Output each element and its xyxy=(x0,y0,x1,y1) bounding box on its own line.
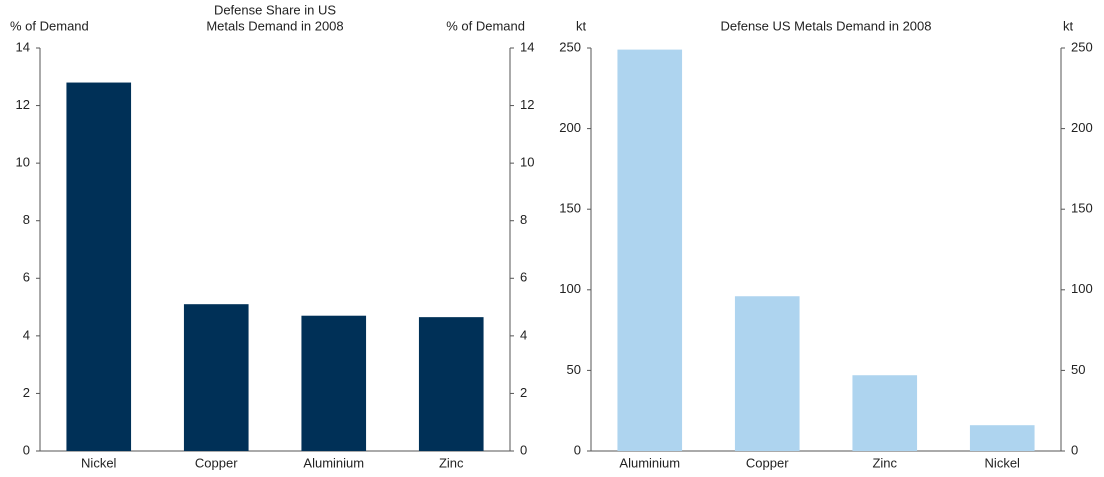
bar xyxy=(852,375,918,451)
x-tick-label: Aluminium xyxy=(619,455,680,470)
y-tick-label: 14 xyxy=(16,39,30,54)
y-tick-label: 0 xyxy=(23,442,30,457)
bar xyxy=(617,49,683,451)
bar xyxy=(66,82,132,452)
y-tick-label: 10 xyxy=(16,155,30,170)
y-tick-label: 12 xyxy=(16,97,30,112)
y2-axis-label: % of Demand xyxy=(446,18,525,33)
bar xyxy=(183,304,249,451)
bar xyxy=(301,315,367,451)
chart-title: Defense Share in US xyxy=(214,2,336,17)
y2-tick-label: 2 xyxy=(520,385,527,400)
y2-tick-label: 12 xyxy=(520,97,534,112)
chart-title: Defense US Metals Demand in 2008 xyxy=(720,18,931,33)
bar xyxy=(734,296,800,451)
y-tick-label: 2 xyxy=(23,385,30,400)
x-tick-label: Copper xyxy=(195,455,238,470)
y2-tick-label: 200 xyxy=(1071,120,1093,135)
y2-tick-label: 10 xyxy=(520,155,534,170)
x-tick-label: Zinc xyxy=(439,455,464,470)
y2-tick-label: 0 xyxy=(1071,442,1078,457)
y2-tick-label: 150 xyxy=(1071,201,1093,216)
y2-tick-label: 14 xyxy=(520,39,534,54)
bar xyxy=(418,317,484,451)
y-axis-label: % of Demand xyxy=(10,18,89,33)
y-tick-label: 4 xyxy=(23,327,30,342)
y2-tick-label: 4 xyxy=(520,327,527,342)
y2-tick-label: 100 xyxy=(1071,281,1093,296)
y-tick-label: 0 xyxy=(574,442,581,457)
x-tick-label: Nickel xyxy=(985,455,1021,470)
y-tick-label: 200 xyxy=(559,120,581,135)
y2-tick-label: 0 xyxy=(520,442,527,457)
y-tick-label: 100 xyxy=(559,281,581,296)
y-tick-label: 50 xyxy=(567,362,581,377)
y-tick-label: 150 xyxy=(559,201,581,216)
y2-axis-label: kt xyxy=(1063,18,1074,33)
x-tick-label: Zinc xyxy=(872,455,897,470)
y2-tick-label: 250 xyxy=(1071,39,1093,54)
y-tick-label: 250 xyxy=(559,39,581,54)
y-tick-label: 8 xyxy=(23,212,30,227)
y2-tick-label: 6 xyxy=(520,270,527,285)
x-tick-label: Nickel xyxy=(81,455,117,470)
y2-tick-label: 8 xyxy=(520,212,527,227)
y2-tick-label: 50 xyxy=(1071,362,1085,377)
x-tick-label: Aluminium xyxy=(303,455,364,470)
x-tick-label: Copper xyxy=(746,455,789,470)
y-tick-label: 6 xyxy=(23,270,30,285)
bar xyxy=(969,425,1035,451)
chart-title: Metals Demand in 2008 xyxy=(206,18,343,33)
y-axis-label: kt xyxy=(576,18,587,33)
